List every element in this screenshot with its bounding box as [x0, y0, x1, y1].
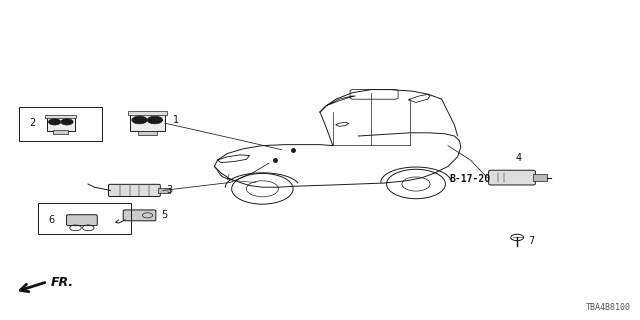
FancyBboxPatch shape — [67, 215, 97, 226]
Bar — [532, 174, 547, 181]
Text: 3: 3 — [166, 185, 173, 196]
FancyBboxPatch shape — [130, 112, 165, 131]
Circle shape — [147, 116, 163, 124]
Bar — [53, 130, 68, 134]
FancyBboxPatch shape — [108, 184, 160, 196]
FancyBboxPatch shape — [123, 210, 156, 221]
Circle shape — [61, 119, 73, 125]
Bar — [38, 203, 131, 234]
Bar — [45, 115, 76, 118]
Text: 4: 4 — [515, 153, 522, 163]
Circle shape — [132, 116, 147, 124]
Bar — [138, 131, 157, 135]
FancyBboxPatch shape — [489, 170, 535, 185]
Text: 1: 1 — [173, 115, 179, 125]
Text: 5: 5 — [161, 210, 168, 220]
Text: B-17-20: B-17-20 — [450, 174, 491, 184]
Text: 6: 6 — [48, 215, 54, 225]
FancyBboxPatch shape — [47, 116, 75, 131]
Bar — [159, 188, 170, 193]
Text: 2: 2 — [29, 117, 35, 128]
Text: 7: 7 — [528, 236, 534, 246]
Bar — [128, 111, 166, 115]
Text: TBA4B8100: TBA4B8100 — [586, 303, 630, 312]
Text: FR.: FR. — [51, 276, 74, 289]
Circle shape — [49, 119, 61, 125]
Bar — [19, 107, 102, 141]
